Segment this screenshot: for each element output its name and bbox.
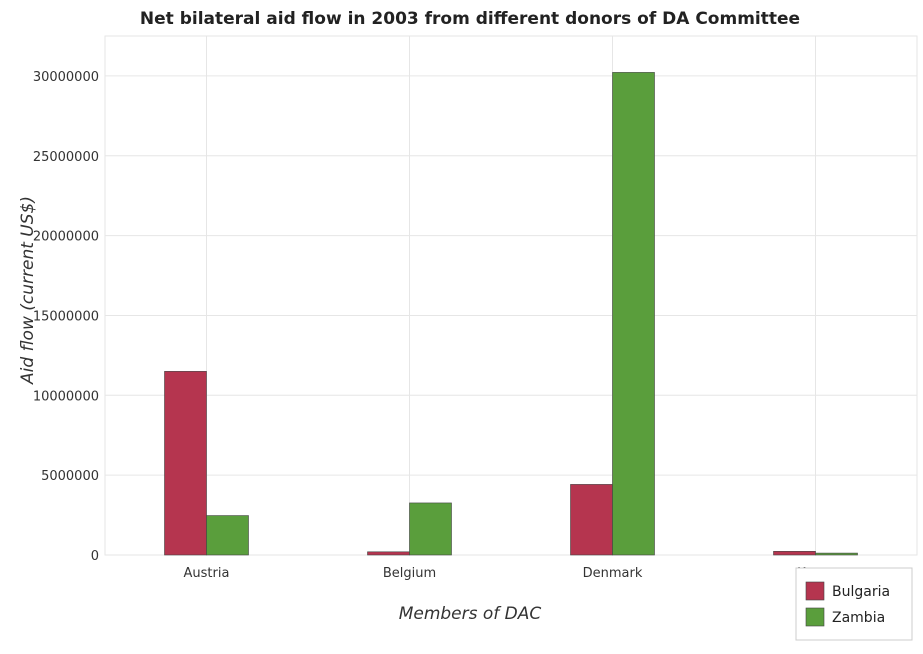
- legend-swatch-bulgaria: [805, 581, 825, 601]
- bars: [164, 72, 858, 556]
- bar-bulgaria-korea: [773, 551, 816, 556]
- legend-label-bulgaria: Bulgaria: [832, 584, 890, 600]
- x-axis-title: Members of DAC: [399, 604, 542, 624]
- bar-zambia-belgium: [409, 502, 452, 556]
- legend-swatch-zambia: [805, 607, 825, 627]
- chart-title: Net bilateral aid flow in 2003 from diff…: [140, 9, 800, 29]
- x-tick-label: Denmark: [583, 566, 643, 581]
- y-tick-label: 15000000: [33, 309, 99, 324]
- ticks: 0 5000000 10000000 15000000 20000000 25000000…: [33, 70, 834, 581]
- bar-bulgaria-belgium: [367, 551, 410, 556]
- bar-bulgaria-austria: [164, 371, 207, 556]
- y-tick-label: 20000000: [33, 230, 99, 245]
- y-tick-label: 10000000: [33, 389, 99, 404]
- legend-label-zambia: Zambia: [832, 610, 885, 626]
- y-tick-label: 5000000: [41, 469, 99, 484]
- grid: [104, 35, 918, 556]
- y-axis-title: Aid flow (current US$): [18, 196, 38, 385]
- plot-frame: [104, 35, 918, 556]
- bar-bulgaria-denmark: [570, 484, 613, 556]
- bar-zambia-denmark: [612, 72, 655, 556]
- x-tick-label: Austria: [184, 566, 230, 581]
- legend: Bulgaria Zambia: [795, 567, 913, 641]
- bar-zambia-korea: [815, 552, 858, 556]
- y-tick-label: 25000000: [33, 150, 99, 165]
- legend-box: [795, 567, 913, 641]
- y-tick-label: 0: [91, 549, 99, 564]
- x-tick-label: Belgium: [383, 566, 436, 581]
- bar-zambia-austria: [206, 515, 249, 556]
- y-tick-label: 30000000: [33, 70, 99, 85]
